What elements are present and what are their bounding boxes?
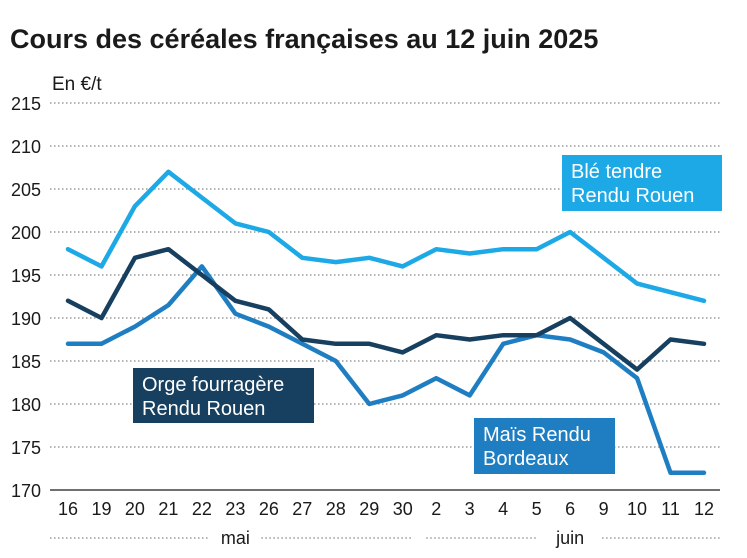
x-tick-label: 6: [565, 499, 575, 519]
y-tick-label: 215: [11, 94, 41, 114]
x-tick-label: 19: [91, 499, 111, 519]
series-line: [65, 264, 707, 476]
series-label-box: [474, 418, 615, 474]
x-tick-label: 11: [661, 499, 680, 519]
series-line: [65, 246, 707, 372]
x-tick-label: 21: [158, 499, 178, 519]
series-label-text: Rendu Rouen: [142, 398, 265, 420]
x-tick-label: 10: [627, 499, 647, 519]
x-tick-label: 28: [326, 499, 346, 519]
chart-title: Cours des céréales françaises au 12 juin…: [10, 24, 599, 54]
x-tick-label: 3: [465, 499, 475, 519]
series-label-text: Rendu Rouen: [571, 185, 694, 207]
x-tick-label: 4: [498, 499, 508, 519]
y-tick-label: 180: [11, 395, 41, 415]
series-label-text: Blé tendre: [571, 161, 662, 183]
x-tick-label: 5: [532, 499, 542, 519]
series-label-text: Bordeaux: [483, 448, 569, 470]
series-label-text: Maïs Rendu: [483, 424, 591, 446]
y-axis-label: En €/t: [52, 74, 102, 95]
x-tick-label: 12: [694, 499, 714, 519]
y-tick-label: 175: [11, 438, 41, 458]
y-tick-label: 195: [11, 266, 41, 286]
x-tick-label: 23: [225, 499, 245, 519]
month-groups: mai juin: [50, 528, 720, 548]
series-label-text: Orge fourragère: [142, 374, 284, 396]
x-tick-label: 30: [393, 499, 413, 519]
x-tick-label: 9: [599, 499, 609, 519]
x-axis-ticks: 16 19 20 21 22 23 26 27 28 29 30 2 3 4 5 6 9 10 11 12: [58, 499, 714, 519]
x-tick-label: 27: [292, 499, 312, 519]
y-axis-ticks: 170 175 180 185 190 195 200 205 210 215: [11, 94, 41, 501]
x-tick-label: 26: [259, 499, 279, 519]
month-label: mai: [221, 528, 250, 548]
x-tick-label: 29: [359, 499, 379, 519]
y-tick-label: 185: [11, 352, 41, 372]
x-tick-label: 16: [58, 499, 78, 519]
series-label-box: [562, 155, 722, 211]
y-tick-label: 170: [11, 481, 41, 501]
y-tick-label: 205: [11, 180, 41, 200]
y-tick-label: 190: [11, 309, 41, 329]
month-label: juin: [555, 528, 584, 548]
x-tick-label: 22: [192, 499, 212, 519]
x-tick-label: 20: [125, 499, 145, 519]
y-tick-label: 210: [11, 137, 41, 157]
series-lines: [65, 169, 707, 476]
x-tick-label: 2: [431, 499, 441, 519]
series-label-box: [133, 368, 314, 423]
y-tick-label: 200: [11, 223, 41, 243]
series-line: [65, 169, 707, 304]
